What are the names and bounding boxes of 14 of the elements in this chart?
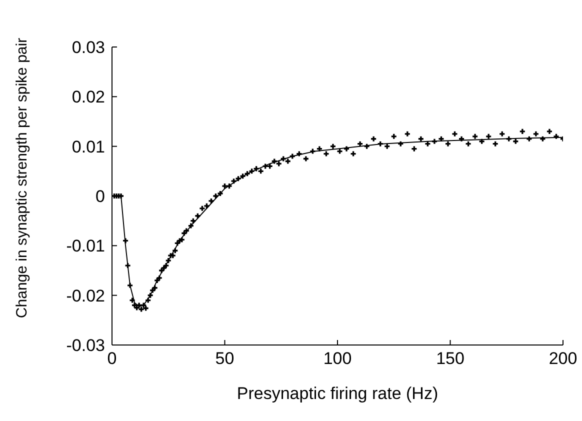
y-tick-label: 0.03: [72, 38, 105, 58]
y-axis-title: Change in synaptic strength per spike pair: [14, 38, 30, 318]
y-tick-label: -0.01: [66, 236, 105, 256]
x-tick-label: 0: [107, 349, 117, 368]
y-tick-label: 0.02: [72, 88, 105, 107]
x-tick-label: 50: [215, 349, 234, 368]
y-tick-label: -0.03: [66, 336, 105, 356]
x-tick-label: 100: [323, 349, 352, 368]
y-tick-label: 0.01: [72, 137, 105, 156]
y-tick-label: 0: [96, 187, 105, 206]
x-tick-label: 150: [436, 349, 464, 368]
x-tick-label: 200: [548, 349, 578, 368]
x-axis-title: Presynaptic firing rate (Hz): [236, 384, 438, 403]
y-tick-label: -0.02: [66, 286, 105, 306]
